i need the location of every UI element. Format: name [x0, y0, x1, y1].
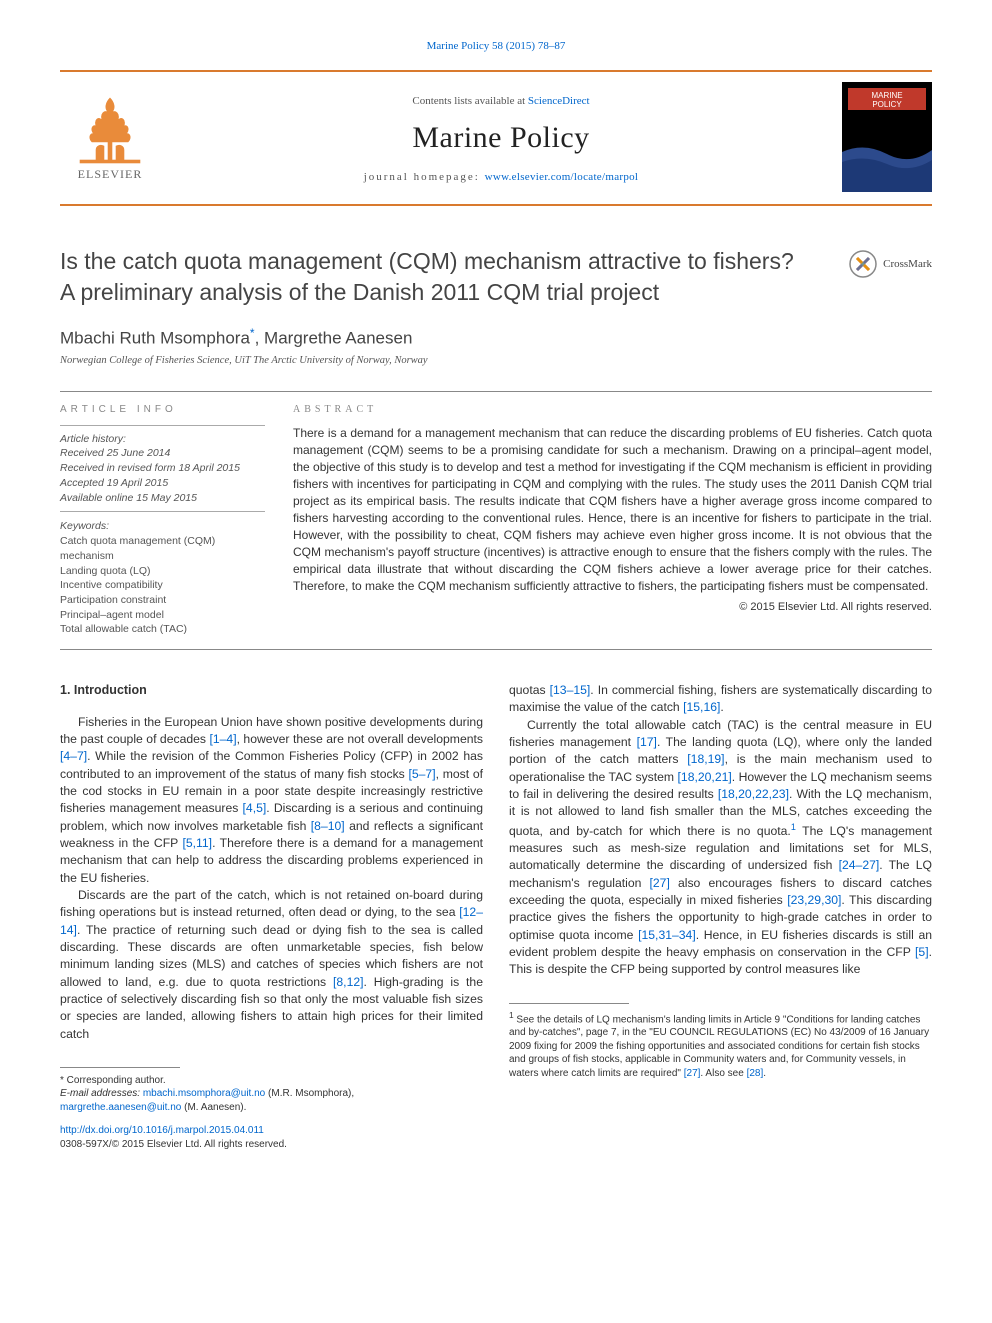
article-history: Article history: Received 25 June 2014 R…: [60, 425, 265, 512]
journal-name: Marine Policy: [160, 121, 842, 155]
intro-para-3: Currently the total allowable catch (TAC…: [509, 717, 932, 979]
ref-link[interactable]: [5]: [915, 945, 929, 959]
intro-para-1: Fisheries in the European Union have sho…: [60, 714, 483, 887]
ref-link[interactable]: [8,12]: [333, 975, 364, 989]
elsevier-logo: ELSEVIER: [60, 90, 160, 189]
abstract-heading: ABSTRACT: [293, 404, 932, 415]
ref-link[interactable]: [13–15]: [550, 683, 591, 697]
citation-header: Marine Policy 58 (2015) 78–87: [60, 40, 932, 52]
issn-copyright: 0308-597X/© 2015 Elsevier Ltd. All right…: [60, 1139, 287, 1150]
footnote-separator: [509, 1003, 629, 1004]
email-link[interactable]: mbachi.msomphora@uit.no: [143, 1088, 265, 1099]
ref-link[interactable]: [18,19]: [687, 752, 724, 766]
author-1: Mbachi Ruth Msomphora: [60, 329, 250, 348]
ref-link[interactable]: [17]: [637, 735, 657, 749]
intro-para-2: Discards are the part of the catch, whic…: [60, 887, 483, 1043]
abstract-copyright: © 2015 Elsevier Ltd. All rights reserved…: [293, 601, 932, 613]
ref-link[interactable]: [18,20,21]: [678, 770, 732, 784]
crossmark-badge[interactable]: CrossMark: [849, 250, 932, 278]
ref-link[interactable]: [23,29,30]: [787, 893, 841, 907]
crossmark-icon: [849, 250, 877, 278]
ref-link[interactable]: [8–10]: [311, 819, 345, 833]
elsevier-tree-icon: ELSEVIER: [60, 90, 160, 185]
journal-homepage-link[interactable]: www.elsevier.com/locate/marpol: [485, 171, 639, 183]
svg-text:MARINE: MARINE: [871, 91, 902, 100]
article-info-heading: ARTICLE INFO: [60, 404, 265, 415]
footnote-separator: [60, 1067, 180, 1068]
footnote-1: 1 See the details of LQ mechanism's land…: [509, 1010, 932, 1081]
ref-link[interactable]: [5–7]: [408, 767, 435, 781]
doi-link[interactable]: http://dx.doi.org/10.1016/j.marpol.2015.…: [60, 1125, 264, 1136]
doi-block: http://dx.doi.org/10.1016/j.marpol.2015.…: [60, 1124, 483, 1151]
ref-link[interactable]: [18,20,22,23]: [718, 787, 789, 801]
contents-line: Contents lists available at ScienceDirec…: [160, 95, 842, 107]
ref-link[interactable]: [1–4]: [209, 732, 236, 746]
journal-homepage: journal homepage: www.elsevier.com/locat…: [160, 171, 842, 183]
ref-link[interactable]: [5,11]: [182, 836, 212, 850]
keywords-label: Keywords:: [60, 520, 265, 532]
ref-link[interactable]: [28]: [747, 1068, 764, 1079]
journal-header: ELSEVIER Contents lists available at Sci…: [60, 70, 932, 206]
right-column: quotas [13–15]. In commercial fishing, f…: [509, 682, 932, 1151]
citation-link[interactable]: Marine Policy 58 (2015) 78–87: [427, 40, 566, 52]
keywords-list: Catch quota management (CQM) mechanism L…: [60, 534, 265, 637]
ref-link[interactable]: [15,16]: [683, 700, 720, 714]
sciencedirect-link[interactable]: ScienceDirect: [528, 95, 590, 107]
article-title: Is the catch quota management (CQM) mech…: [60, 246, 810, 308]
body-two-column: 1. Introduction Fisheries in the Europea…: [60, 682, 932, 1151]
email-link[interactable]: margrethe.aanesen@uit.no: [60, 1102, 181, 1113]
ref-link[interactable]: [15,31–34]: [638, 928, 696, 942]
intro-para-2-cont: quotas [13–15]. In commercial fishing, f…: [509, 682, 932, 717]
ref-link[interactable]: [27]: [650, 876, 670, 890]
ref-link[interactable]: [24–27]: [839, 858, 880, 872]
left-column: 1. Introduction Fisheries in the Europea…: [60, 682, 483, 1151]
journal-cover-thumb: MARINE POLICY: [842, 82, 932, 196]
affiliation: Norwegian College of Fisheries Science, …: [60, 355, 932, 366]
ref-link[interactable]: [27]: [684, 1068, 701, 1079]
corresponding-author-note: * Corresponding author. E-mail addresses…: [60, 1074, 483, 1115]
ref-link[interactable]: [4–7]: [60, 749, 87, 763]
section-1-heading: 1. Introduction: [60, 682, 483, 700]
ref-link[interactable]: [4,5]: [243, 801, 267, 815]
authors-line: Mbachi Ruth Msomphora*, Margrethe Aanese…: [60, 326, 932, 349]
author-2: Margrethe Aanesen: [264, 329, 412, 348]
crossmark-label: CrossMark: [883, 258, 932, 270]
svg-text:POLICY: POLICY: [872, 100, 902, 109]
svg-text:ELSEVIER: ELSEVIER: [78, 167, 143, 181]
abstract-text: There is a demand for a management mecha…: [293, 425, 932, 595]
